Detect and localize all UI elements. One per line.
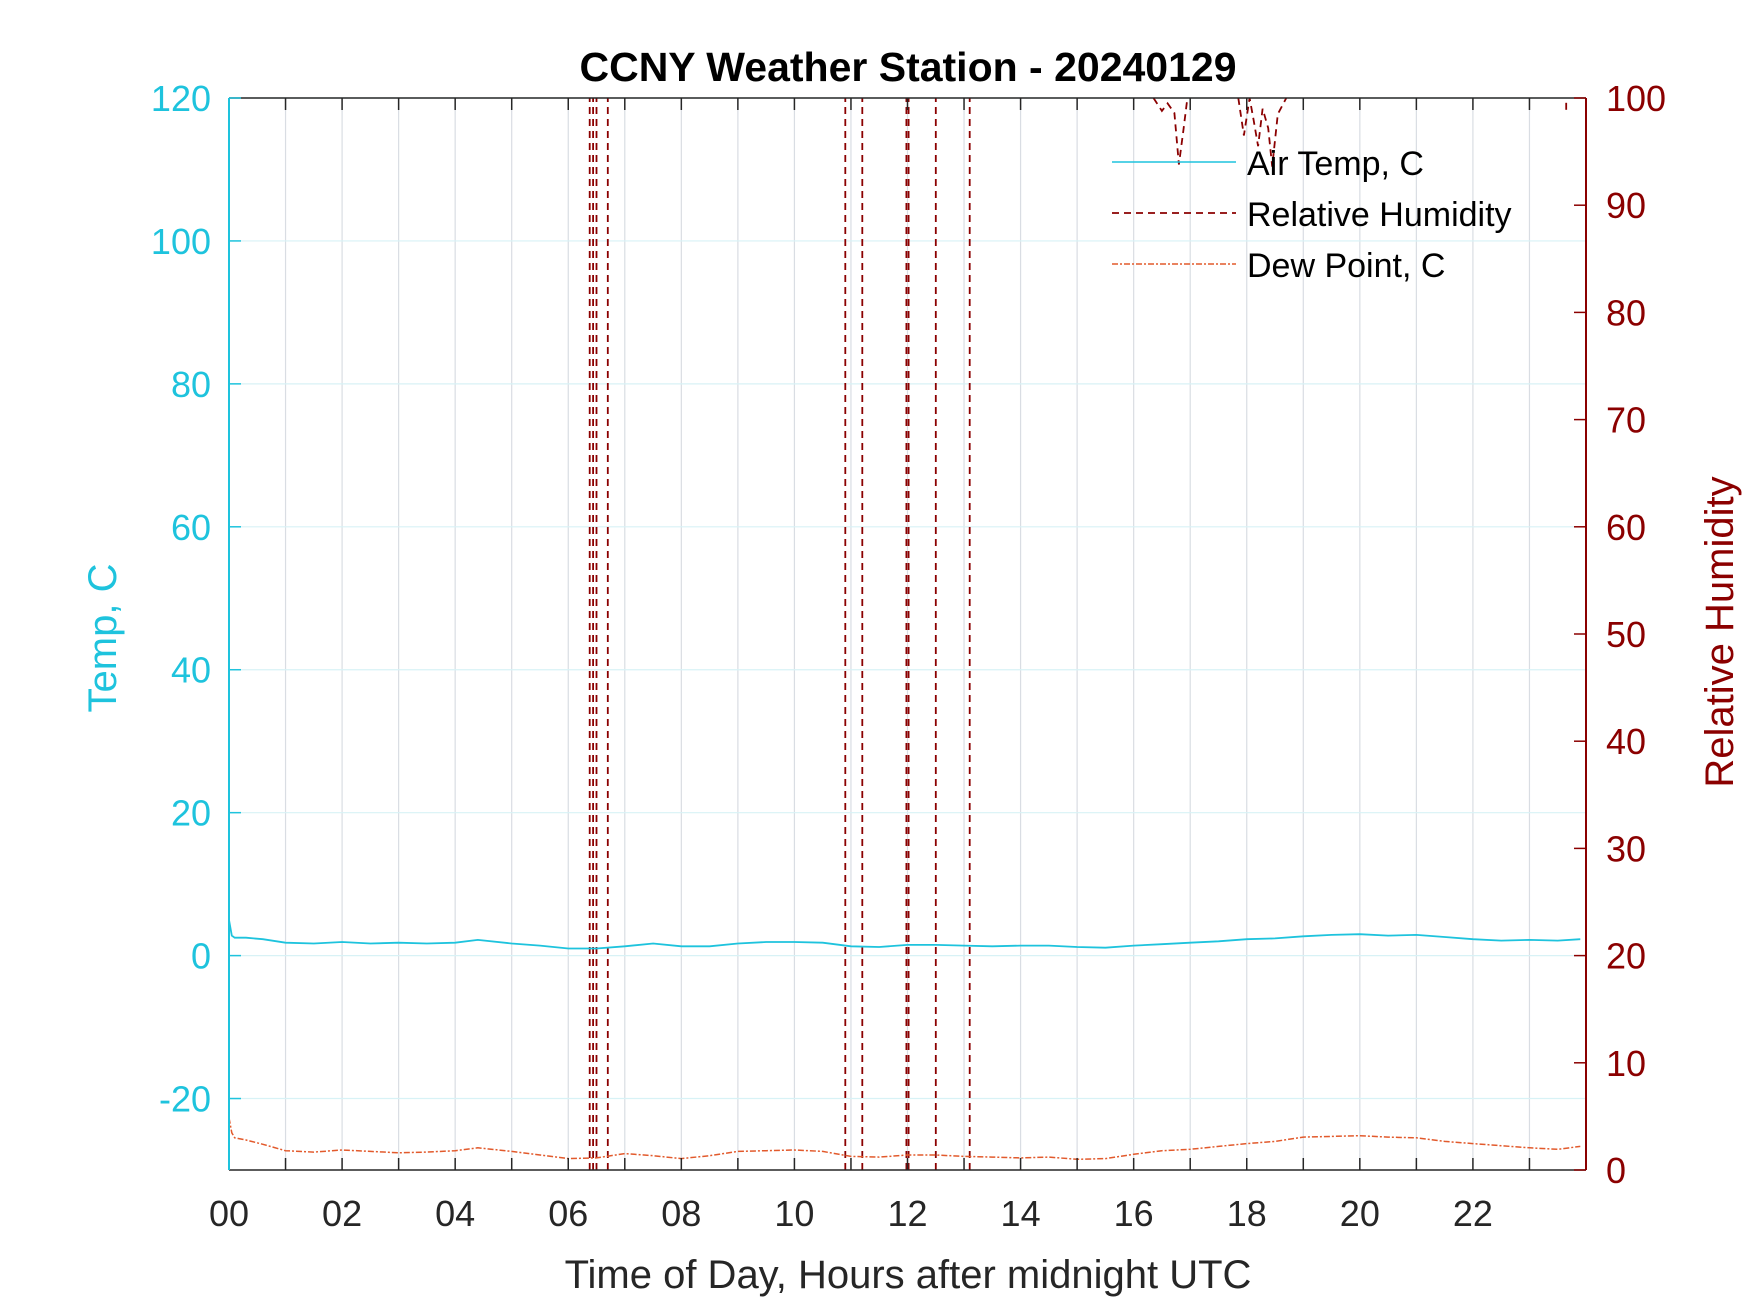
right-tick-label: 0 <box>1606 1150 1626 1191</box>
left-tick-label: 80 <box>171 364 211 405</box>
legend-label-air-temp: Air Temp, C <box>1247 145 1424 183</box>
left-tick-label: 0 <box>191 936 211 977</box>
x-tick-label: 16 <box>1114 1193 1154 1234</box>
x-tick-label: 18 <box>1227 1193 1267 1234</box>
left-tick-label: -20 <box>159 1079 211 1120</box>
right-axis-label: Relative Humidity <box>1698 476 1742 787</box>
left-tick-label: 40 <box>171 650 211 691</box>
left-axis-label: Temp, C <box>81 564 125 713</box>
right-tick-label: 90 <box>1606 185 1646 226</box>
right-tick-label: 70 <box>1606 400 1646 441</box>
air-temp-line <box>228 919 1581 950</box>
axes <box>228 97 1587 1171</box>
legend-label-relative-humidity: Relative Humidity <box>1247 196 1512 234</box>
x-tick-label: 12 <box>887 1193 927 1234</box>
legend: Air Temp, C Relative Humidity Dew Point,… <box>1112 145 1512 285</box>
right-tick-label: 30 <box>1606 828 1646 869</box>
x-tick-label: 04 <box>435 1193 475 1234</box>
x-tick-label: 06 <box>548 1193 588 1234</box>
x-tick-label: 22 <box>1453 1193 1493 1234</box>
left-tick-label: 100 <box>151 221 211 262</box>
line-series <box>228 919 1581 1161</box>
right-tick-label: 40 <box>1606 721 1646 762</box>
dew-point-line <box>228 1117 1581 1161</box>
relative-humidity-series <box>588 97 1568 1170</box>
x-tick-label: 02 <box>322 1193 362 1234</box>
grid <box>229 97 1586 1170</box>
x-tick-label: 08 <box>661 1193 701 1234</box>
x-tick-label: 14 <box>1001 1193 1041 1234</box>
left-tick-label: 120 <box>151 78 211 119</box>
x-tick-label: 00 <box>209 1193 249 1234</box>
right-tick-label: 10 <box>1606 1043 1646 1084</box>
x-tick-label: 20 <box>1340 1193 1380 1234</box>
x-tick-label: 10 <box>774 1193 814 1234</box>
tick-labels: 00 02 04 06 08 10 12 14 16 18 20 22-200204060801001… <box>151 78 1666 1234</box>
left-tick-label: 20 <box>171 793 211 834</box>
relative-humidity-line <box>1152 97 1189 165</box>
right-tick-label: 60 <box>1606 507 1646 548</box>
chart-title: CCNY Weather Station - 20240129 <box>579 44 1236 90</box>
left-tick-label: 60 <box>171 507 211 548</box>
x-axis-label: Time of Day, Hours after midnight UTC <box>565 1253 1252 1297</box>
legend-label-dew-point: Dew Point, C <box>1247 247 1445 285</box>
right-tick-label: 20 <box>1606 936 1646 977</box>
right-tick-label: 100 <box>1606 78 1666 119</box>
right-tick-label: 80 <box>1606 292 1646 333</box>
right-tick-label: 50 <box>1606 614 1646 655</box>
